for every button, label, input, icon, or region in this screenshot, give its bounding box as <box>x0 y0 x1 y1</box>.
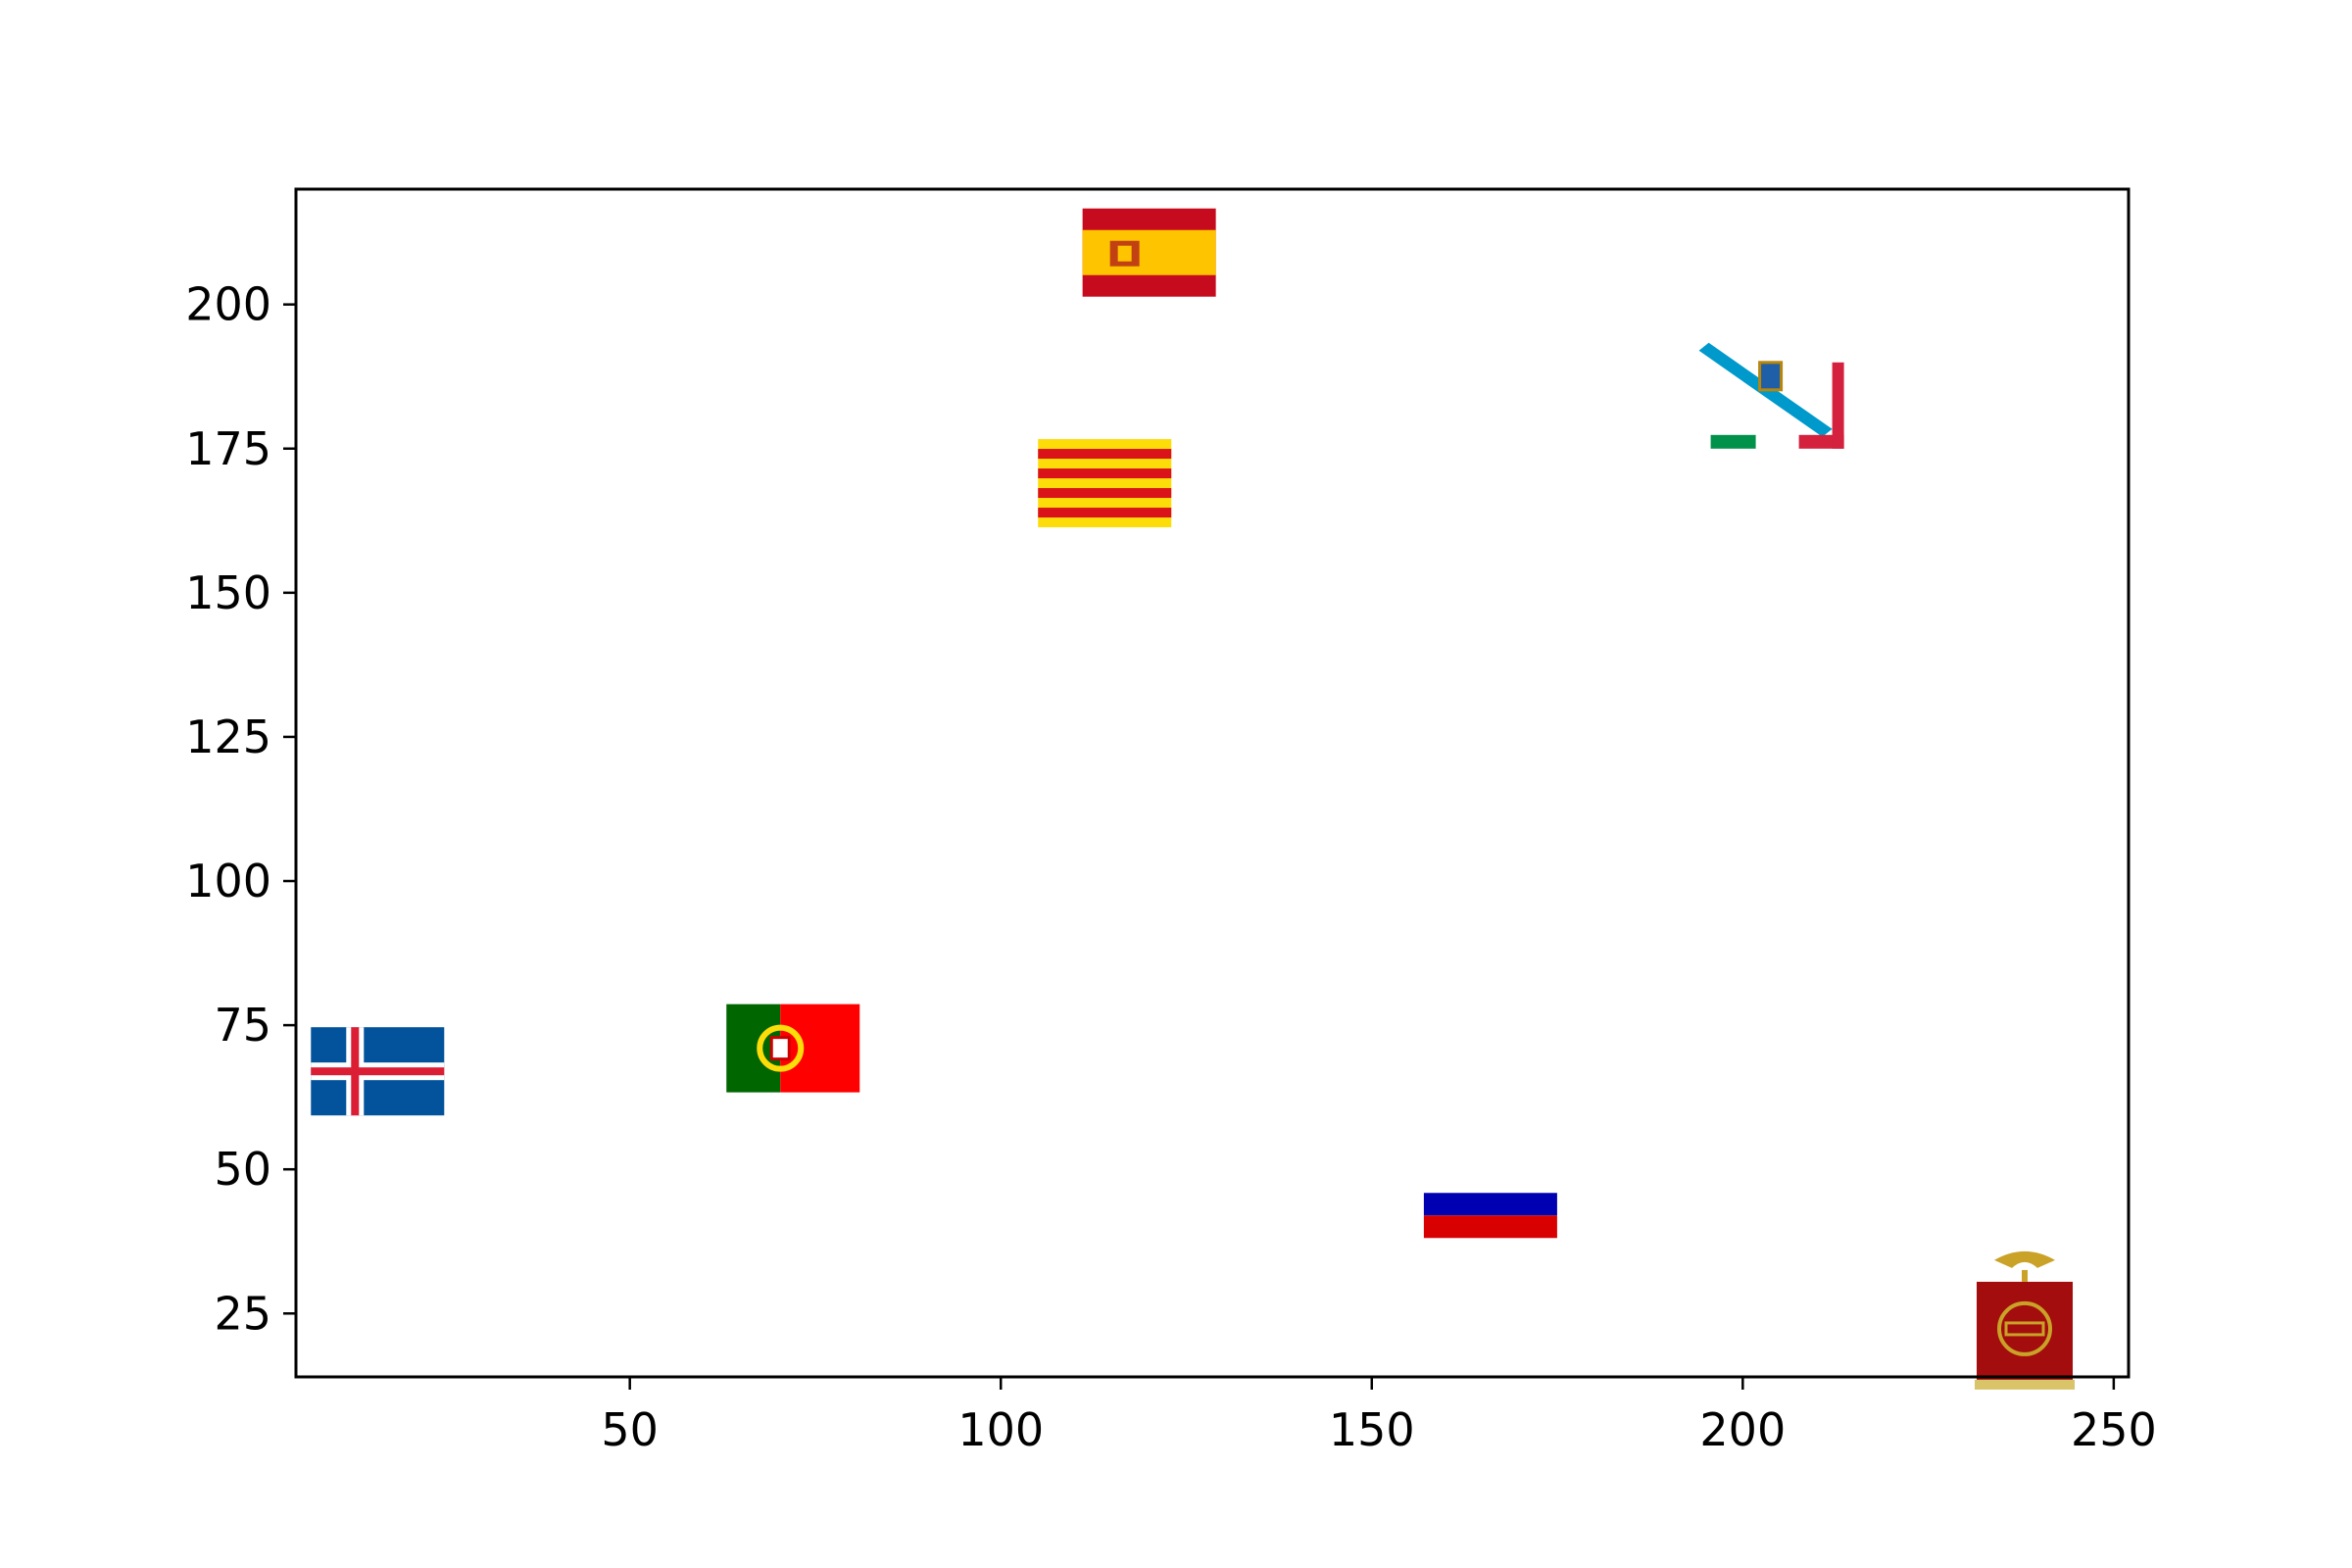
portugal-flag-icon <box>726 1004 860 1093</box>
x-tick-label: 200 <box>1699 1403 1786 1456</box>
y-tick-label: 100 <box>185 855 271 907</box>
catalonia-flag-icon <box>1038 439 1172 528</box>
y-tick-label: 175 <box>185 422 271 475</box>
x-axis-ticks: 50 100 150 200 250 <box>601 1377 2157 1456</box>
y-tick-label: 75 <box>214 999 271 1052</box>
y-tick-label: 200 <box>185 278 271 331</box>
iceland-flag-icon <box>311 1027 445 1116</box>
y-tick-label: 150 <box>185 566 271 619</box>
x-tick-label: 50 <box>601 1403 659 1456</box>
plot-markers <box>311 208 2076 1390</box>
axes-frame <box>294 187 2131 1379</box>
y-tick-label: 125 <box>185 710 271 763</box>
spain-flag-icon <box>1082 208 1216 297</box>
blue-red-flag-icon <box>1423 1193 1557 1239</box>
y-tick-label: 25 <box>214 1287 271 1340</box>
y-tick-label: 50 <box>214 1143 271 1196</box>
x-tick-label: 250 <box>2071 1403 2157 1456</box>
red-banner-flag-icon <box>1975 1250 2076 1390</box>
galicia-flag-icon <box>1698 342 1844 449</box>
x-tick-label: 100 <box>957 1403 1044 1456</box>
x-tick-label: 150 <box>1329 1403 1415 1456</box>
y-axis-ticks: 25 50 75 100 125 150 175 200 <box>185 278 296 1340</box>
